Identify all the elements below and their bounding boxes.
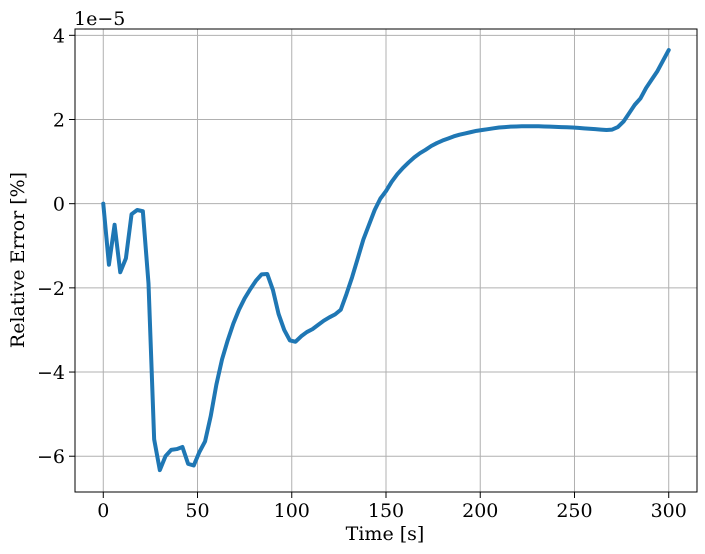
series-layer bbox=[101, 48, 671, 473]
x-tick-label: 150 bbox=[368, 500, 404, 522]
y-offset-label: 1e−5 bbox=[74, 8, 125, 30]
x-tick-label: 50 bbox=[185, 500, 209, 522]
x-gridlines bbox=[102, 29, 670, 492]
x-tick-label: 100 bbox=[274, 500, 310, 522]
x-axis-ticks: 0 50 100 150 200 250 300 bbox=[97, 492, 687, 522]
y-axis-ticks: −6 −4 −2 0 2 4 bbox=[37, 25, 75, 468]
x-tick-label: 0 bbox=[97, 500, 109, 522]
y-gridlines bbox=[75, 34, 697, 457]
y-axis-label: Relative Error [%] bbox=[7, 172, 29, 348]
y-tick-label: −2 bbox=[37, 278, 65, 300]
y-tick-label: 2 bbox=[53, 109, 65, 131]
x-tick-label: 250 bbox=[556, 500, 592, 522]
x-axis-label: Time [s] bbox=[346, 523, 425, 545]
y-tick-label: −6 bbox=[37, 446, 65, 468]
x-tick-label: 300 bbox=[651, 500, 687, 522]
y-tick-label: 4 bbox=[53, 25, 65, 47]
x-tick-label: 200 bbox=[462, 500, 498, 522]
y-tick-label: −4 bbox=[37, 362, 65, 384]
series-line bbox=[101, 48, 671, 473]
y-tick-label: 0 bbox=[53, 194, 65, 216]
